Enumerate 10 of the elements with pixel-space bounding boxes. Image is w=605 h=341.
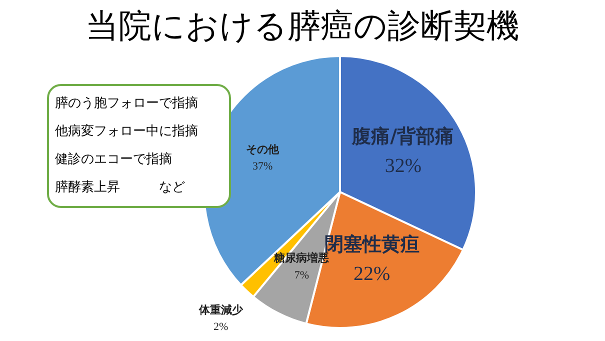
slice-label: 腹痛/背部痛 [351, 126, 454, 148]
slice-label: その他 [246, 143, 280, 156]
chart-title: 当院における膵癌の診断契機 [84, 5, 520, 47]
data-label: 22% [354, 262, 390, 285]
slice-label: 体重減少 [198, 303, 244, 316]
data-label: 7% [294, 269, 310, 282]
data-label: 37% [252, 160, 273, 173]
data-label: 2% [214, 320, 228, 333]
data-label: 32% [384, 155, 422, 178]
speech-bubble: 膵のう胞フォローで指摘 他病変フォロー中に指摘 健診のエコーで指摘 膵酵素上昇 など [47, 84, 231, 208]
